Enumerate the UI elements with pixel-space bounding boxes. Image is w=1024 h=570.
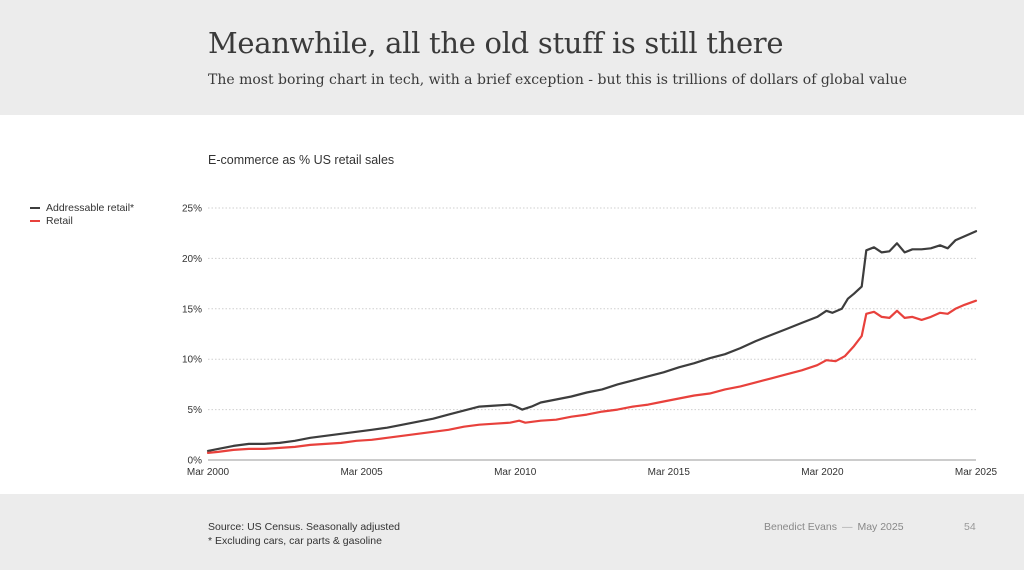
x-tick-label: Mar 2025 <box>955 467 998 478</box>
footnote: * Excluding cars, car parts & gasoline <box>208 535 382 547</box>
page-number: 54 <box>964 521 976 533</box>
axis-layer: 0% 5% 10% 15% 20% 25% Mar 2000 Mar 2005 Mar 2010… <box>182 204 998 479</box>
series-line-addressable-retail <box>206 230 978 452</box>
series-line-retail <box>206 299 978 454</box>
legend-swatch-addressable <box>30 206 40 209</box>
source-note: Source: US Census. Seasonally adjusted <box>208 521 401 533</box>
y-tick-label: 5% <box>188 405 203 416</box>
series-layer <box>206 230 978 454</box>
x-tick-label: Mar 2010 <box>494 467 537 478</box>
legend-label-retail: Retail <box>46 214 73 227</box>
author-name: Benedict Evans <box>764 521 837 533</box>
y-tick-label: 0% <box>188 456 203 467</box>
chart-title: E-commerce as % US retail sales <box>208 153 395 167</box>
x-tick-label: Mar 2000 <box>187 467 230 478</box>
x-tick-label: Mar 2005 <box>340 467 383 478</box>
x-tick-label: Mar 2015 <box>648 467 691 478</box>
author-separator: — <box>841 521 853 533</box>
header-band: Meanwhile, all the old stuff is still th… <box>0 0 1024 115</box>
footer-band <box>0 494 1024 570</box>
legend-item-retail: Retail <box>30 214 134 227</box>
chart-legend: Addressable retail* Retail <box>30 201 134 227</box>
legend-label-addressable: Addressable retail* <box>46 201 135 214</box>
x-tick-label: Mar 2020 <box>801 467 844 478</box>
page-title: Meanwhile, all the old stuff is still th… <box>208 26 784 60</box>
legend-item-addressable: Addressable retail* <box>30 201 134 214</box>
legend-swatch-retail <box>30 219 40 222</box>
grid-layer <box>208 207 976 461</box>
page-subtitle: The most boring chart in tech, with a br… <box>208 72 907 88</box>
y-tick-label: 25% <box>182 204 202 215</box>
y-tick-label: 10% <box>182 355 202 366</box>
author-date: May 2025 <box>857 521 904 533</box>
y-tick-label: 15% <box>182 304 202 315</box>
y-tick-label: 20% <box>182 254 202 265</box>
author-credit: Benedict Evans — May 2025 <box>764 521 904 533</box>
